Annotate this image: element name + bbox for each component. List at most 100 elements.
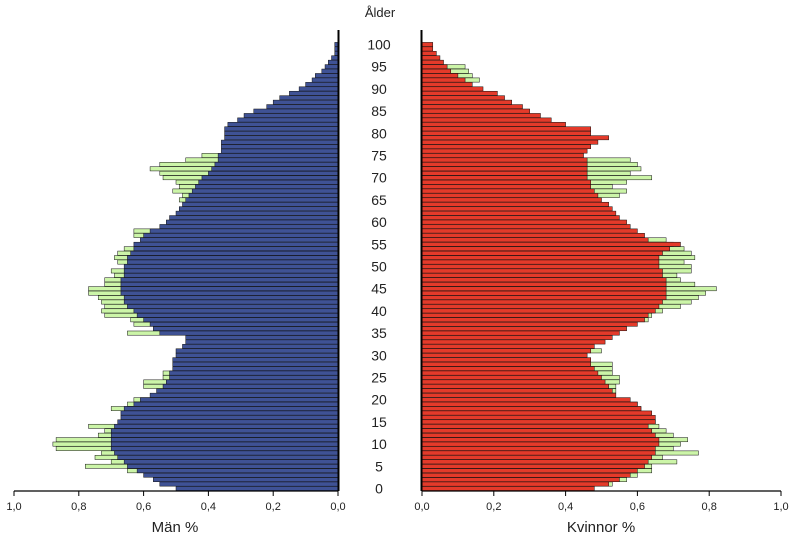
men-bar-age-1: [159, 481, 339, 487]
men-bar-age-31: [175, 348, 339, 354]
women-bar-age-32: [421, 344, 595, 349]
men-bar-age-62: [175, 210, 339, 216]
women-bar-age-26: [421, 370, 599, 376]
men-bar-age-13: [110, 428, 339, 434]
women-bar-age-67: [421, 188, 595, 194]
men-bar-age-16: [120, 415, 339, 420]
age-tick-75: 75: [371, 148, 387, 164]
age-tick-60: 60: [371, 214, 387, 230]
women-bar-age-47: [421, 277, 667, 283]
men-bar-age-63: [178, 206, 339, 212]
men-bar-age-26: [169, 370, 339, 376]
women-bar-age-0: [421, 486, 595, 491]
men-bar-age-28: [172, 361, 339, 367]
women-bar-age-40: [421, 308, 656, 314]
age-tick-35: 35: [371, 325, 387, 341]
women-bar-age-97: [421, 55, 441, 61]
women-bar-age-93: [421, 73, 459, 78]
women-bar-age-38: [421, 317, 645, 323]
women-bar-age-81: [421, 126, 591, 132]
women-tick-label-5: 1,0: [773, 501, 788, 513]
men-bar-age-60: [166, 219, 339, 225]
women-bar-age-15: [421, 419, 656, 425]
men-bar-age-91: [305, 82, 339, 87]
women-bar-age-36: [421, 326, 627, 332]
age-tick-100: 100: [367, 37, 391, 53]
men-bar-age-51: [127, 259, 339, 265]
age-tick-80: 80: [371, 125, 387, 141]
men-bar-age-7: [117, 455, 339, 460]
men-bar-age-41: [127, 304, 339, 309]
men-tick-label-2: 0,4: [201, 501, 216, 513]
women-bar-age-62: [421, 210, 617, 216]
women-bar-age-28: [421, 361, 591, 367]
men-bar-age-78: [221, 139, 339, 145]
women-bar-age-37: [421, 321, 638, 327]
age-tick-0: 0: [375, 481, 383, 497]
women-bar-age-17: [421, 410, 653, 416]
women-bar-age-27: [421, 366, 595, 371]
men-bar-age-97: [331, 55, 339, 61]
men-bar-age-24: [166, 379, 339, 385]
men-axis-title: Män %: [152, 519, 199, 536]
age-tick-95: 95: [371, 59, 387, 75]
men-bar-age-46: [120, 281, 339, 287]
men-bar-age-44: [120, 290, 339, 296]
men-bar-age-48: [123, 273, 339, 278]
women-bar-age-24: [421, 379, 606, 385]
men-bar-age-70: [201, 175, 339, 181]
women-bar-age-33: [421, 339, 606, 345]
women-bar-age-16: [421, 415, 656, 420]
men-bar-age-86: [266, 104, 339, 110]
men-bars: [52, 30, 340, 491]
women-bar-age-41: [421, 304, 660, 309]
age-tick-90: 90: [371, 81, 387, 97]
women-bar-age-43: [421, 295, 667, 300]
men-bar-age-83: [237, 117, 339, 123]
women-bar-age-39: [421, 312, 649, 318]
women-bar-age-75: [421, 153, 584, 158]
age-tick-15: 15: [371, 414, 387, 430]
men-bar-age-90: [298, 86, 339, 92]
men-bar-age-30: [175, 352, 339, 358]
women-bar-age-46: [421, 281, 667, 287]
women-bar-age-50: [421, 264, 660, 269]
women-bar-age-14: [421, 423, 649, 429]
women-bar-age-74: [421, 157, 588, 163]
women-bar-age-20: [421, 397, 631, 403]
women-bar-age-100: [421, 42, 434, 47]
women-bars: [420, 30, 717, 491]
women-bar-age-82: [421, 122, 566, 127]
men-bar-age-33: [185, 339, 339, 345]
women-bar-age-99: [421, 46, 434, 52]
women-bar-age-44: [421, 290, 667, 296]
men-bar-age-29: [172, 357, 339, 363]
men-bar-age-55: [133, 241, 339, 247]
women-bar-age-57: [421, 233, 645, 238]
men-bar-age-54: [133, 246, 339, 252]
men-bar-age-75: [217, 153, 339, 158]
age-tick-10: 10: [371, 436, 387, 452]
men-bar-age-57: [143, 233, 339, 238]
age-tick-25: 25: [371, 370, 387, 386]
women-x-axis: 0,0 0,2 0,4 0,6 0,8 1,0: [414, 490, 789, 513]
men-bar-age-87: [272, 99, 339, 105]
men-bar-age-73: [214, 162, 339, 167]
men-bar-age-15: [117, 419, 339, 425]
women-bar-age-11: [421, 437, 660, 443]
men-bar-age-14: [114, 423, 339, 429]
women-bar-age-60: [421, 219, 627, 225]
women-bar-age-84: [421, 113, 541, 118]
women-bar-age-12: [421, 432, 656, 438]
men-bar-age-45: [120, 286, 339, 292]
men-bar-age-64: [182, 201, 339, 207]
women-bar-age-10: [421, 441, 660, 447]
men-bar-age-66: [188, 193, 339, 198]
men-bar-age-52: [127, 255, 339, 260]
men-bar-age-74: [217, 157, 339, 163]
women-bar-age-30: [421, 352, 588, 358]
men-bar-age-71: [208, 170, 339, 176]
women-bar-age-95: [421, 64, 448, 70]
men-bar-age-21: [149, 392, 339, 398]
